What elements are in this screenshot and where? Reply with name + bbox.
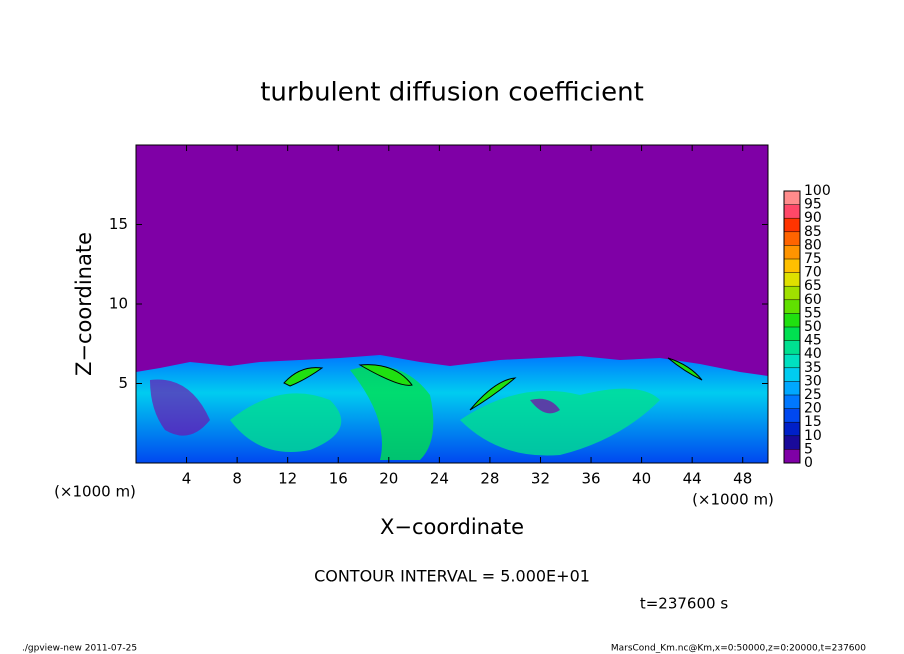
colorbar-label: 0 [804, 455, 813, 471]
colorbar-segment [784, 191, 800, 205]
x-unit: (×1000 m) [692, 491, 774, 509]
colorbar-label: 45 [804, 333, 822, 349]
x-tick-label: 40 [632, 470, 651, 488]
x-axis-label: X−coordinate [380, 515, 524, 539]
colorbar-segment [784, 340, 800, 355]
x-tick-label: 24 [430, 470, 449, 488]
colorbar-segment [784, 422, 800, 436]
colorbar-label: 15 [804, 414, 822, 430]
colorbar-label: 55 [804, 305, 822, 321]
colorbar-segment [784, 272, 800, 287]
colorbar-label: 75 [804, 251, 822, 267]
x-tick-label: 12 [278, 470, 297, 488]
colorbar-segment [784, 313, 800, 327]
colorbar-segment [784, 245, 800, 259]
y-tick-label: 10 [109, 295, 128, 313]
footer-left: ./gpview-new 2011-07-25 [22, 644, 137, 654]
field [135, 144, 769, 464]
colorbar-label: 70 [804, 265, 822, 281]
colorbar-segment [784, 218, 800, 232]
colorbar-segment [784, 395, 800, 409]
colorbar-segment [784, 367, 800, 382]
x-unit: (×1000 m) [54, 483, 136, 501]
y-axis-label: Z−coordinate [72, 232, 96, 376]
chart-title: turbulent diffusion coefficient [260, 78, 644, 108]
x-tick-label: 36 [581, 470, 600, 488]
contour-note: CONTOUR INTERVAL = 5.000E+01 [314, 567, 590, 586]
x-tick-label: 44 [683, 470, 702, 488]
y-tick-label: 5 [118, 374, 128, 392]
colorbar-label: 35 [804, 360, 822, 376]
colorbar-segment [784, 286, 800, 300]
footer-right: MarsCond_Km.nc@Km,x=0:50000,z=0:20000,t=… [611, 644, 866, 654]
colorbar-label: 5 [804, 441, 813, 457]
x-tick-label: 4 [182, 470, 192, 488]
colorbar-label: 100 [804, 183, 831, 199]
colorbar-label: 20 [804, 401, 822, 417]
colorbar-segment [784, 381, 800, 395]
colorbar-segment [784, 231, 800, 246]
colorbar-label: 30 [804, 373, 822, 389]
x-tick-label: 32 [531, 470, 550, 488]
x-tick-label: 28 [480, 470, 499, 488]
colorbar-segment [784, 204, 800, 219]
colorbar-segment [784, 299, 800, 314]
colorbar-label: 95 [804, 197, 822, 213]
x-tick-label: 20 [379, 470, 398, 488]
y-tick-label: 15 [109, 215, 128, 233]
time-note: t=237600 s [640, 595, 728, 613]
colorbar-segment [784, 327, 800, 341]
colorbar-label: 65 [804, 278, 822, 294]
colorbar-label: 40 [804, 346, 822, 362]
colorbar-segment [784, 449, 800, 463]
colorbar-label: 80 [804, 237, 822, 253]
colorbar-label: 60 [804, 292, 822, 308]
colorbar-label: 85 [804, 224, 822, 240]
x-tick-label: 48 [733, 470, 752, 488]
colorbar-segment [784, 435, 800, 450]
colorbar-label: 90 [804, 210, 822, 226]
colorbar-label: 10 [804, 428, 822, 444]
colorbar-label: 25 [804, 387, 822, 403]
x-tick-label: 16 [329, 470, 348, 488]
colorbar-segment [784, 408, 800, 423]
colorbar-segment [784, 259, 800, 273]
x-tick-label: 8 [232, 470, 242, 488]
colorbar-segment [784, 354, 800, 368]
colorbar-label: 50 [804, 319, 822, 335]
